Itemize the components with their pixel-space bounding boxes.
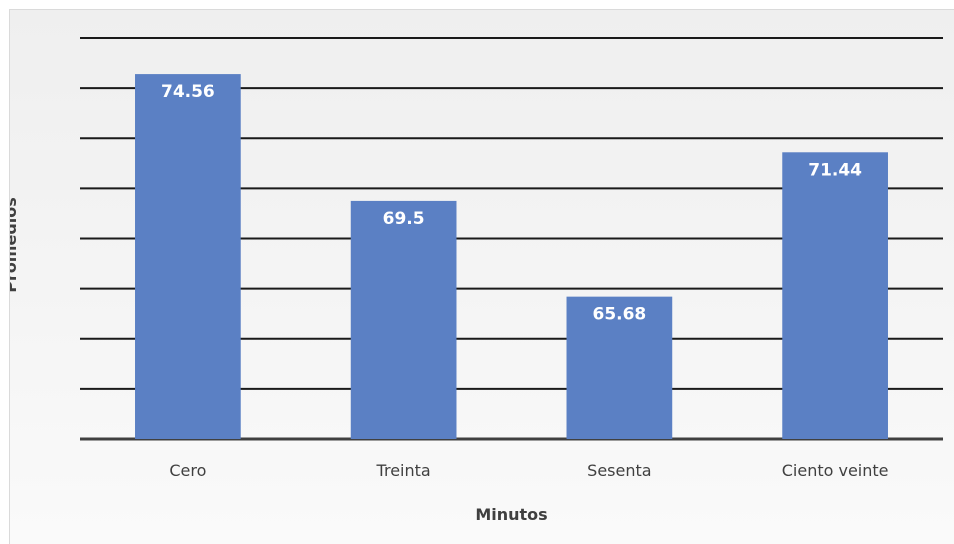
x-axis-title: Minutos [475,505,547,524]
data-labels: 74.56 69.5 65.68 71.44 [161,82,862,325]
bar-ciento-veinte [782,152,888,439]
data-label: 74.56 [161,82,215,102]
bars [135,74,888,439]
bar-cero [135,74,241,439]
data-label: 69.5 [383,209,425,229]
x-tick-label: Sesenta [587,461,651,480]
x-tick-label: Cero [169,461,206,480]
bar-sesenta [566,296,673,439]
chart-area: 74.56 69.5 65.68 71.44 Cero Treinta Sesenta Ci… [9,9,954,544]
data-label: 71.44 [808,160,862,180]
x-tick-label: Ciento veinte [782,461,889,480]
bar-treinta [350,200,457,439]
y-axis-title: Promedios [10,197,20,293]
x-tick-labels: Cero Treinta Sesenta Ciento veinte [169,461,888,480]
x-tick-label: Treinta [376,461,431,480]
bar-chart: 74.56 69.5 65.68 71.44 Cero Treinta Sesenta Ci… [10,37,943,524]
data-label: 65.68 [592,305,646,325]
